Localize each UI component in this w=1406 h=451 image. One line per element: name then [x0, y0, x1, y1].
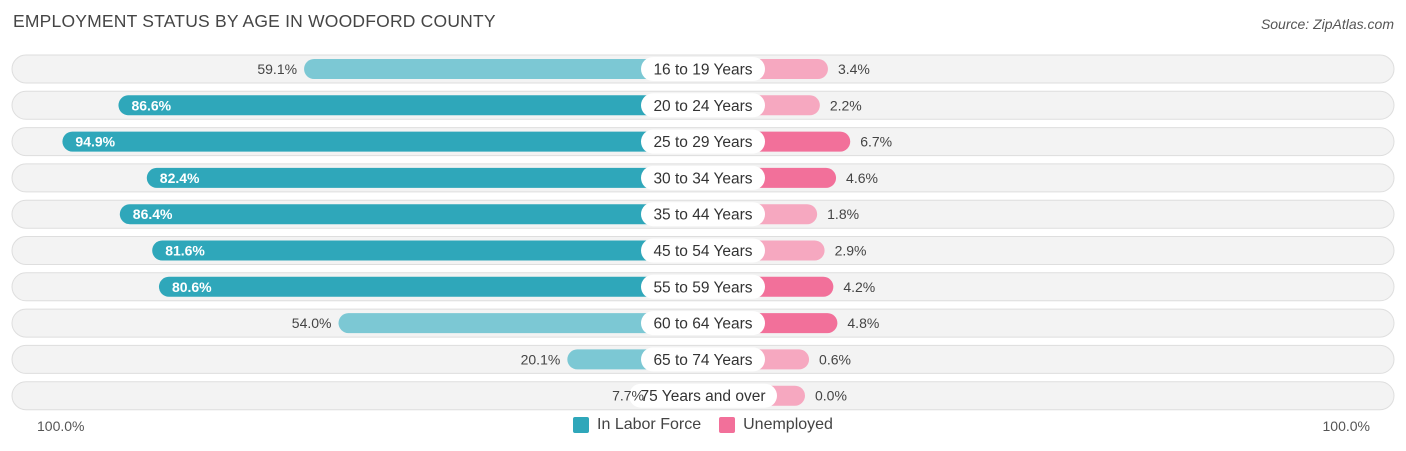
legend-swatch-labor-force: [573, 417, 590, 433]
legend-swatch-unemployed: [719, 417, 736, 433]
category-label: 25 to 29 Years: [653, 134, 752, 151]
labor-value-label: 7.7%: [612, 388, 644, 404]
category-pill: [641, 202, 765, 227]
category-pill: [641, 238, 765, 263]
unemployed-value-label: 0.0%: [815, 388, 847, 404]
unemployed-value-label: 0.6%: [819, 351, 851, 367]
unemployed-value-label: 3.4%: [838, 61, 870, 77]
category-pill: [641, 347, 765, 372]
category-label: 65 to 74 Years: [653, 352, 752, 369]
labor-bar[interactable]: [119, 204, 704, 225]
category-label: 75 Years and over: [641, 388, 766, 405]
unemployed-value-label: 4.8%: [847, 315, 879, 331]
category-pill: [641, 57, 765, 81]
labor-value-label: 86.4%: [133, 206, 173, 222]
labor-bar[interactable]: [304, 59, 703, 79]
unemployed-value-label: 2.9%: [835, 243, 867, 259]
unemployed-value-label: 4.2%: [843, 279, 875, 295]
legend: In Labor Force Unemployed: [0, 416, 1406, 434]
labor-value-label: 82.4%: [160, 170, 200, 186]
axis-left-label: 100.0%: [37, 418, 85, 434]
legend-label-labor-force: In Labor Force: [597, 416, 702, 433]
legend-item-labor-force[interactable]: In Labor Force: [573, 416, 701, 434]
labor-bar[interactable]: [146, 167, 704, 188]
category-label: 55 to 59 Years: [653, 279, 752, 296]
labor-bar[interactable]: [158, 276, 703, 297]
labor-value-label: 20.1%: [521, 351, 561, 367]
labor-value-label: 59.1%: [257, 61, 297, 77]
axis-right-label: 100.0%: [1322, 418, 1370, 434]
category-label: 60 to 64 Years: [653, 316, 752, 333]
labor-value-label: 81.6%: [165, 243, 205, 259]
labor-bar[interactable]: [152, 240, 703, 261]
chart-title: EMPLOYMENT STATUS BY AGE IN WOODFORD COU…: [13, 11, 496, 31]
labor-value-label: 94.9%: [75, 134, 115, 150]
category-label: 30 to 34 Years: [653, 170, 752, 187]
unemployed-value-label: 2.2%: [830, 97, 862, 113]
source-label: Source: ZipAtlas.com: [1260, 16, 1394, 32]
category-pill: [641, 129, 765, 154]
unemployed-value-label: 6.7%: [860, 134, 892, 150]
category-label: 45 to 54 Years: [653, 243, 752, 260]
category-label: 20 to 24 Years: [653, 98, 752, 115]
legend-item-unemployed[interactable]: Unemployed: [719, 416, 833, 434]
category-pill: [641, 274, 765, 299]
category-pill: [629, 383, 777, 408]
labor-bar[interactable]: [62, 131, 704, 152]
unemployed-value-label: 4.6%: [846, 170, 878, 186]
labor-bar[interactable]: [118, 95, 703, 116]
labor-value-label: 86.6%: [131, 97, 171, 113]
labor-bar[interactable]: [338, 313, 704, 334]
category-pill: [641, 165, 765, 190]
unemployed-value-label: 1.8%: [827, 206, 859, 222]
legend-label-unemployed: Unemployed: [743, 416, 833, 433]
category-label: 16 to 19 Years: [653, 62, 752, 79]
category-pill: [641, 93, 765, 118]
labor-value-label: 80.6%: [172, 279, 212, 295]
labor-value-label: 54.0%: [292, 315, 332, 331]
category-label: 35 to 44 Years: [653, 207, 752, 224]
category-pill: [641, 311, 765, 336]
